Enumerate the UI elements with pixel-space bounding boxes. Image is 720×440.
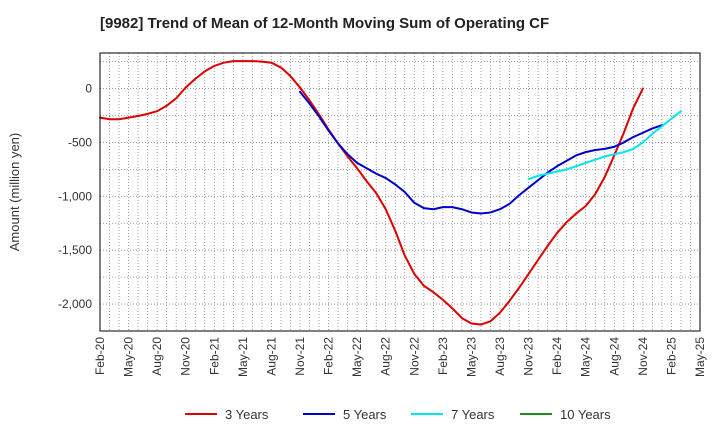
- x-axis: Feb-20 May-20 Aug-20 Nov-20 Feb-21 May-21 Aug-…: [93, 337, 707, 377]
- legend: 3 Years 5 Years 7 Years 10 Years: [185, 407, 611, 422]
- x-tick-label: Feb-23: [436, 337, 450, 375]
- x-tick-label: Feb-22: [322, 337, 336, 375]
- y-tick-label: -1,500: [58, 243, 92, 257]
- x-tick-label: Aug-21: [264, 337, 278, 376]
- x-tick-label: Aug-23: [493, 337, 507, 376]
- x-tick-label: Feb-24: [550, 337, 564, 375]
- x-tick-label: Nov-24: [636, 337, 650, 376]
- x-tick-label: Feb-25: [664, 337, 678, 375]
- legend-label-5-years: 5 Years: [343, 407, 387, 422]
- x-tick-label: May-23: [464, 337, 478, 377]
- grid: [100, 53, 700, 331]
- series-layer: [99, 60, 682, 326]
- y-axis: 0 -500 -1,000 -1,500 -2,000: [58, 82, 92, 312]
- x-tick-label: May-24: [579, 337, 593, 377]
- y-axis-label: Amount (million yen): [7, 133, 22, 252]
- x-tick-label: Aug-24: [607, 337, 621, 376]
- series-line-3-years: [99, 60, 644, 326]
- x-tick-label: Nov-22: [407, 337, 421, 376]
- x-tick-label: May-25: [693, 337, 707, 377]
- y-tick-label: -2,000: [58, 297, 92, 311]
- chart-title: [9982] Trend of Mean of 12-Month Moving …: [100, 15, 549, 32]
- legend-label-7-years: 7 Years: [451, 407, 495, 422]
- legend-label-10-years: 10 Years: [560, 407, 611, 422]
- x-tick-label: Nov-23: [522, 337, 536, 376]
- x-tick-label: May-21: [236, 337, 250, 377]
- x-tick-label: Aug-22: [379, 337, 393, 376]
- y-tick-label: 0: [85, 82, 92, 96]
- plot-frame: [99, 52, 701, 332]
- y-tick-label: -1,000: [58, 189, 92, 203]
- x-tick-label: May-22: [350, 337, 364, 377]
- legend-label-3-years: 3 Years: [225, 407, 269, 422]
- x-tick-label: May-20: [122, 337, 136, 377]
- series-line-5-years: [299, 90, 663, 215]
- y-tick-label: -500: [68, 135, 92, 149]
- series-line-7-years: [527, 110, 682, 181]
- x-tick-label: Feb-21: [207, 337, 221, 375]
- x-tick-label: Nov-21: [293, 337, 307, 376]
- x-tick-label: Nov-20: [179, 337, 193, 376]
- x-tick-label: Feb-20: [93, 337, 107, 375]
- x-tick-label: Aug-20: [150, 337, 164, 376]
